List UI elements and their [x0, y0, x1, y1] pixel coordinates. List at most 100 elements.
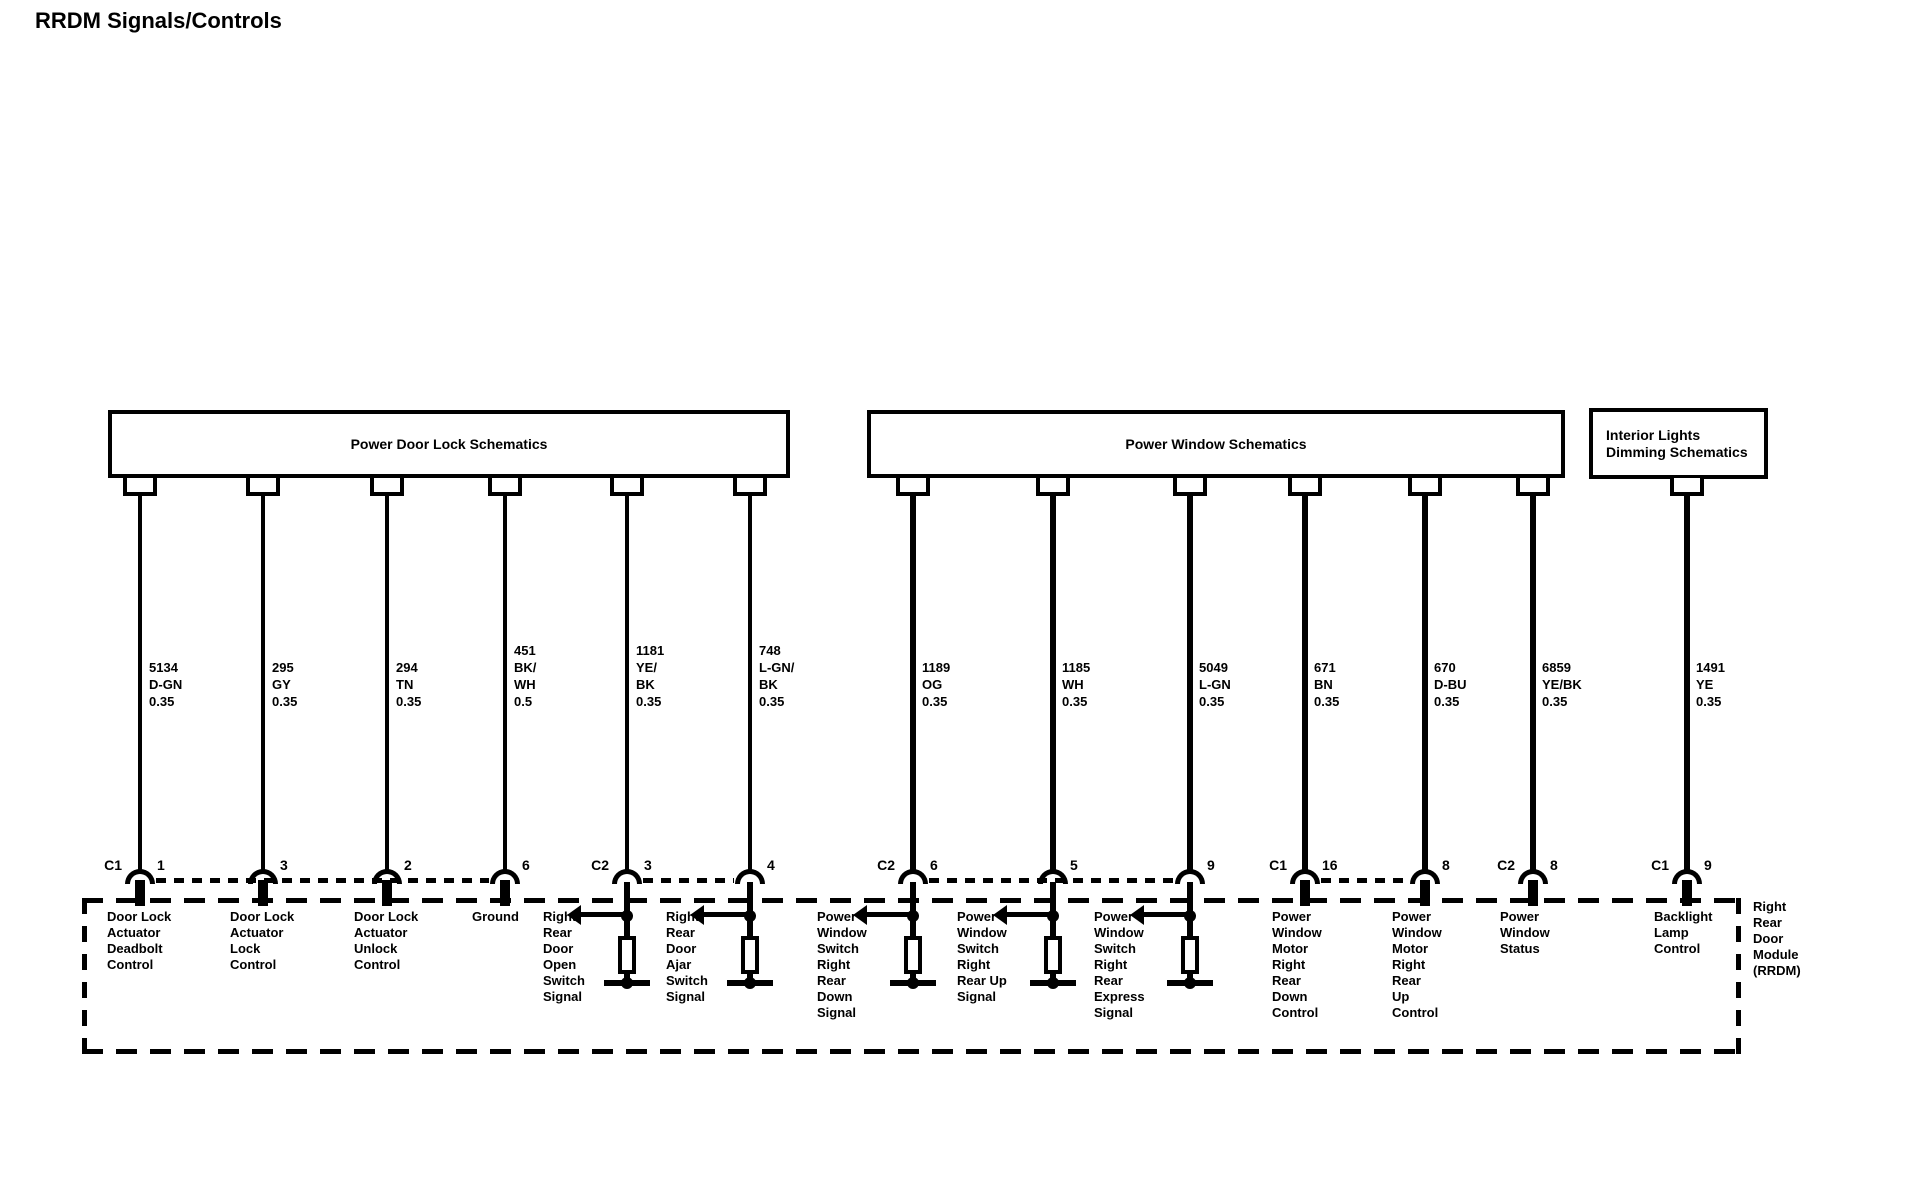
signal-label: Right Rear Door Open Switch Signal — [543, 909, 585, 1005]
signal-label-line: Signal — [666, 989, 706, 1004]
switch-branch-wire — [624, 882, 630, 982]
circuit-label-line: BN — [1314, 677, 1333, 692]
signal-label: Ground — [472, 909, 519, 925]
signal-label: Door Lock Actuator Lock Control — [230, 909, 294, 973]
signal-label-line: Switch — [543, 973, 585, 988]
circuit-label-line: 0.35 — [922, 694, 948, 709]
signal-label-line: Control — [354, 957, 401, 972]
termination-dot — [621, 977, 633, 989]
resistor-icon — [1044, 936, 1062, 974]
circuit-label-line: 748 — [759, 643, 781, 658]
connector-bus-line — [929, 878, 1174, 883]
pin-stub — [258, 880, 268, 906]
signal-label-line: Lock — [230, 941, 261, 956]
signal-label-line: Control — [1272, 1005, 1319, 1020]
termination-dot — [907, 977, 919, 989]
schematic-link-box-1[interactable]: Power Window Schematics — [867, 410, 1565, 478]
wire-748 — [748, 494, 752, 871]
circuit-label: 294 TN 0.35 — [396, 659, 421, 710]
signal-label-line: Motor — [1272, 941, 1309, 956]
circuit-label-line: 0.35 — [1314, 694, 1340, 709]
circuit-label-line: WH — [1062, 677, 1084, 692]
circuit-label-line: BK — [636, 677, 655, 692]
signal-label-line: Right — [666, 909, 700, 924]
signal-label-line: Door — [666, 941, 697, 956]
circuit-label-line: TN — [396, 677, 414, 692]
signal-label-line: Door — [543, 941, 574, 956]
circuit-label-line: 0.35 — [1062, 694, 1088, 709]
signal-label-line: Right — [543, 909, 577, 924]
pin-number: 6 — [930, 857, 938, 873]
signal-label-line: Window — [817, 925, 867, 940]
signal-label-line: Window — [1392, 925, 1442, 940]
signal-label-line: Power — [1392, 909, 1432, 924]
signal-label-line: Right — [1094, 957, 1128, 972]
signal-label-line: Rear — [1392, 973, 1421, 988]
signal-label: Door Lock Actuator Deadbolt Control — [107, 909, 171, 973]
arrow-left-icon — [567, 905, 581, 925]
pin-terminal-arc — [490, 869, 520, 884]
termination-dot — [744, 977, 756, 989]
signal-label-line: Window — [957, 925, 1007, 940]
arrow-left-icon — [993, 905, 1007, 925]
arrow-shaft — [579, 912, 627, 917]
schematic-link-box-2[interactable]: Interior Lights Dimming Schematics — [1589, 408, 1768, 479]
rrdm-box-top — [82, 898, 1741, 903]
circuit-label-line: D-BU — [1434, 677, 1467, 692]
switch-branch-wire — [910, 882, 916, 982]
resistor-icon — [741, 936, 759, 974]
module-name-line: (RRDM) — [1753, 963, 1801, 978]
signal-label-line: Control — [107, 957, 154, 972]
module-name-label: Right Rear Door Module (RRDM) — [1753, 899, 1801, 979]
pin-number: 8 — [1550, 857, 1558, 873]
wire-671 — [1302, 494, 1308, 871]
switch-branch-wire — [1050, 882, 1056, 982]
signal-label-line: Right — [1272, 957, 1306, 972]
circuit-label-line: 5049 — [1199, 660, 1228, 675]
signal-label-line: Window — [1094, 925, 1144, 940]
circuit-label: 5134 D-GN 0.35 — [149, 659, 182, 710]
circuit-label-line: 295 — [272, 660, 294, 675]
circuit-label-line: 294 — [396, 660, 418, 675]
connector-bus-line — [156, 878, 489, 883]
signal-label-line: Actuator — [354, 925, 408, 940]
junction-dot — [907, 910, 919, 922]
schematic-link-label: Power Window Schematics — [1125, 435, 1307, 452]
signal-label: Power Window Switch Right Rear Express Signal — [1094, 909, 1145, 1021]
schematic-link-box-0[interactable]: Power Door Lock Schematics — [108, 410, 790, 478]
signal-label-line: Ajar — [666, 957, 692, 972]
rrdm-box-right — [1736, 898, 1741, 1054]
circuit-label-line: WH — [514, 677, 536, 692]
pin-number: 4 — [767, 857, 775, 873]
signal-label: Door Lock Actuator Unlock Control — [354, 909, 418, 973]
signal-label-line: Power — [1094, 909, 1134, 924]
circuit-label-line: YE — [1696, 677, 1714, 692]
wire-451 — [503, 494, 507, 871]
signal-label-line: Rear — [817, 973, 846, 988]
signal-label-line: Signal — [817, 1005, 857, 1020]
circuit-label-line: 1185 — [1062, 660, 1091, 675]
signal-label-line: Down — [817, 989, 853, 1004]
pin-terminal-arc — [1410, 869, 1440, 884]
circuit-label-line: 670 — [1434, 660, 1456, 675]
circuit-label: 748 L-GN/BK 0.35 — [759, 642, 794, 710]
circuit-label-line: BK — [759, 677, 778, 692]
circuit-label-line: YE/BK — [1542, 677, 1582, 692]
signal-label-line: Backlight — [1654, 909, 1713, 924]
circuit-label-line: 5134 — [149, 660, 178, 675]
wire-5049 — [1187, 494, 1193, 871]
circuit-label-line: 0.35 — [1696, 694, 1722, 709]
circuit-label-line: 0.35 — [149, 694, 175, 709]
pin-number: 8 — [1442, 857, 1450, 873]
resistor-icon — [904, 936, 922, 974]
arrow-left-icon — [853, 905, 867, 925]
pin-number: 16 — [1322, 857, 1338, 873]
termination-dot — [1184, 977, 1196, 989]
pin-number: 5 — [1070, 857, 1078, 873]
wire-1491 — [1684, 494, 1690, 871]
signal-label-line: Motor — [1392, 941, 1429, 956]
signal-label-line: Rear — [666, 925, 695, 940]
signal-label: Power Window Motor Right Rear Down Control — [1272, 909, 1322, 1021]
connector-label: C2 — [591, 857, 609, 873]
circuit-label-line: YE/ — [636, 660, 657, 675]
